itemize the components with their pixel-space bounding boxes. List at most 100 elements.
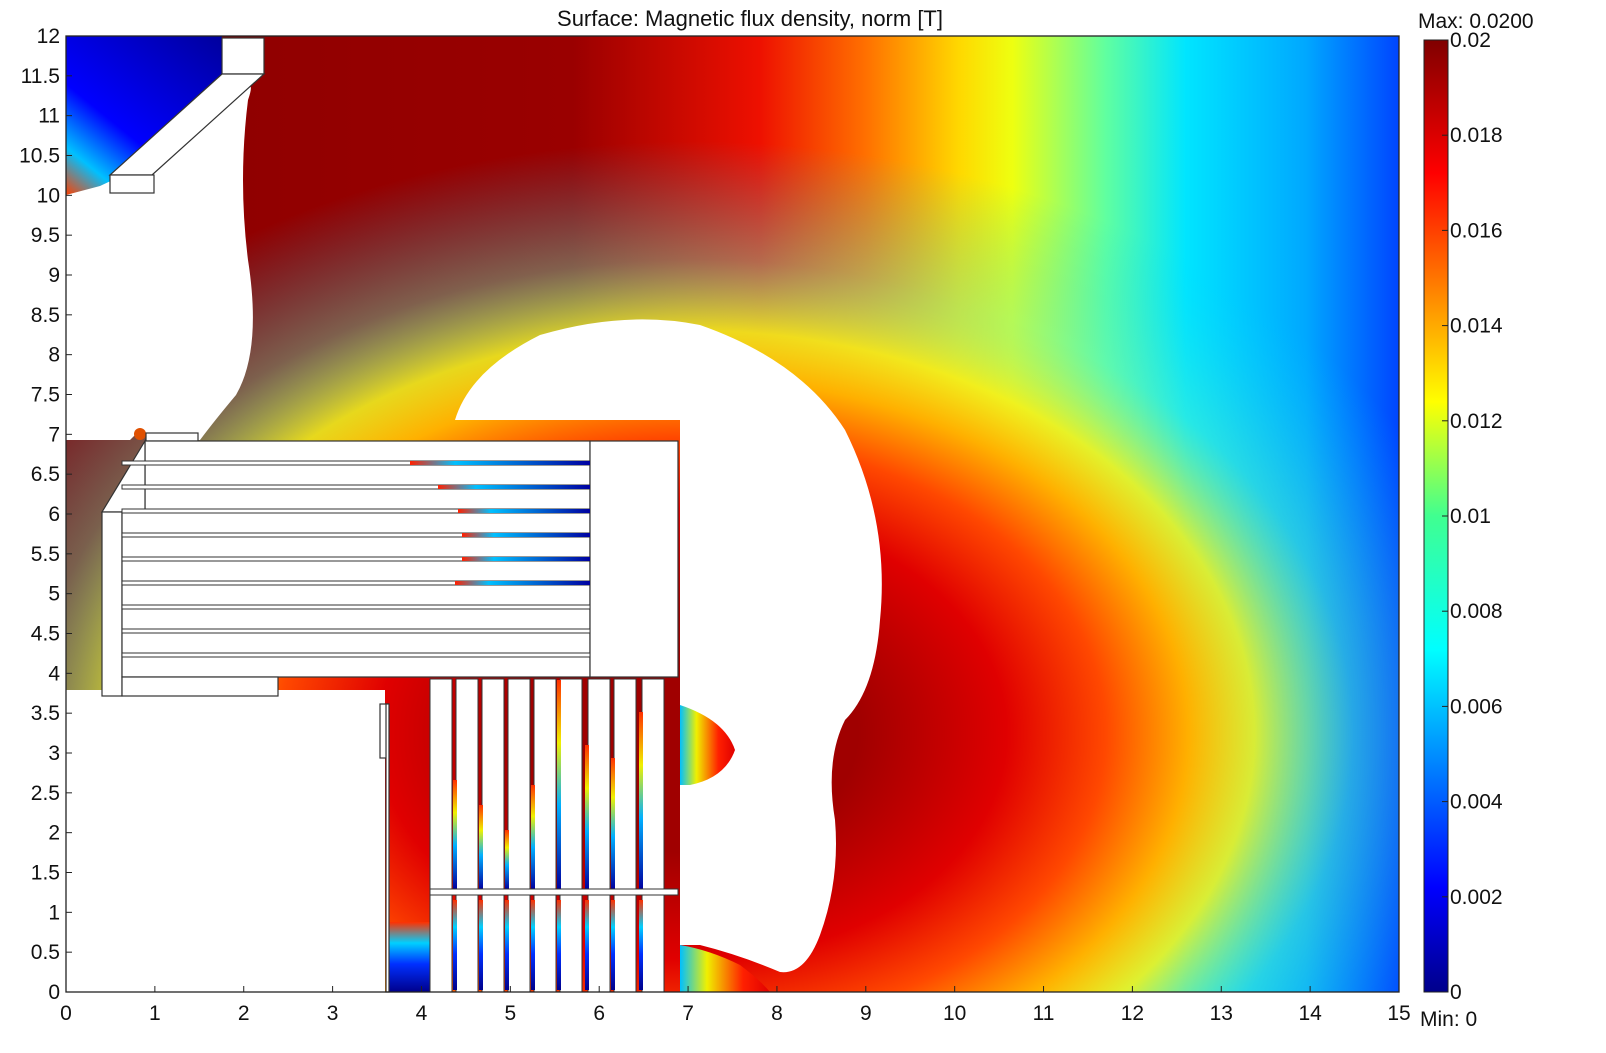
x-axis: 0 1 2 3 4 5 6 7 8 9 10 11 12 13 14 15 xyxy=(60,986,1411,1025)
void-left xyxy=(66,85,253,440)
vertical-slot-field-lower xyxy=(505,900,509,990)
y-tick-label: 6 xyxy=(48,503,60,526)
y-tick-label: 3.5 xyxy=(31,702,60,725)
y-tick-label: 4.5 xyxy=(31,623,60,646)
y-tick-label: 11 xyxy=(38,105,60,128)
y-tick-label: 11.5 xyxy=(21,65,60,88)
vertical-slot-field-lower xyxy=(453,900,457,990)
y-tick-label: 9.5 xyxy=(31,224,60,247)
horizontal-slot xyxy=(121,628,591,634)
y-tick-label: 10.5 xyxy=(19,145,60,168)
vertical-slot-upper xyxy=(429,678,453,890)
horizontal-slot xyxy=(121,604,591,610)
vertical-slot-lower xyxy=(641,894,665,993)
x-tick-label: 3 xyxy=(327,1002,339,1025)
vertical-slot-upper xyxy=(481,678,505,890)
colorbar-tick-label: 0.018 xyxy=(1450,124,1503,147)
colorbar-min-label: Min: 0 xyxy=(1420,1008,1477,1031)
y-tick-label: 0 xyxy=(48,981,60,1004)
geom-tab xyxy=(145,432,199,442)
vertical-slot-field xyxy=(505,830,509,889)
vertical-slot-field-lower xyxy=(531,900,535,990)
vertical-slot-field xyxy=(639,712,643,889)
geom-end-block xyxy=(589,440,679,678)
y-tick-label: 10 xyxy=(37,184,60,207)
vertical-slot-field-lower xyxy=(557,900,561,990)
vertical-slot-lower xyxy=(613,894,637,993)
colorbar-tick-label: 0.016 xyxy=(1450,219,1503,242)
colorbar-tick-label: 0 xyxy=(1450,981,1462,1004)
colorbar-tick-label: 0.002 xyxy=(1450,886,1503,909)
vertical-slot-lower xyxy=(481,894,505,993)
x-tick-label: 11 xyxy=(1033,1002,1055,1025)
y-tick-label: 0.5 xyxy=(31,941,60,964)
y-tick-label: 1.5 xyxy=(31,862,60,885)
vertical-slot-upper xyxy=(587,678,611,890)
x-tick-label: 1 xyxy=(149,1002,161,1025)
vertical-slot-upper xyxy=(533,678,557,890)
x-tick-label: 10 xyxy=(943,1002,966,1025)
geom-upper-comb xyxy=(144,440,591,514)
y-tick-label: 4 xyxy=(48,662,60,685)
chart-title: Surface: Magnetic flux density, norm [T] xyxy=(557,6,943,31)
y-tick-label: 6.5 xyxy=(31,463,60,486)
colorbar-ticks: 0 0.002 0.004 0.006 0.008 0.01 0.012 0.014 0.016… xyxy=(1442,29,1503,1004)
geom-block-top xyxy=(221,37,265,75)
vertical-slot-lower xyxy=(429,894,453,993)
vertical-slot-field-lower xyxy=(611,900,615,990)
geom-lower-comb xyxy=(121,511,591,678)
colorbar-tick-label: 0.012 xyxy=(1450,410,1503,433)
void-core xyxy=(455,319,882,973)
field-pocket-bottom xyxy=(388,922,430,992)
vertical-slot-field-lower xyxy=(585,900,589,990)
horizontal-slot-field xyxy=(438,485,590,489)
vertical-slot-upper xyxy=(613,678,637,890)
y-tick-label: 5 xyxy=(48,583,60,606)
colorbar-tick-label: 0.014 xyxy=(1450,315,1503,338)
y-axis: 00.511.522.533.544.555.566.577.588.599.5… xyxy=(19,25,72,1004)
field-spot xyxy=(134,428,146,440)
horizontal-slots xyxy=(121,460,591,658)
x-tick-label: 9 xyxy=(860,1002,872,1025)
vertical-slot-field-lower xyxy=(639,900,643,990)
colorbar-tick-label: 0.008 xyxy=(1450,600,1503,623)
vertical-slot-field xyxy=(557,680,561,889)
y-tick-label: 1 xyxy=(48,901,60,924)
x-tick-label: 6 xyxy=(593,1002,605,1025)
colorbar-tick-label: 0.01 xyxy=(1450,505,1491,528)
y-tick-label: 5.5 xyxy=(31,543,60,566)
x-tick-label: 12 xyxy=(1121,1002,1144,1025)
vertical-slot-upper xyxy=(455,678,479,890)
horizontal-slot xyxy=(121,652,591,658)
slot-divider xyxy=(429,888,679,896)
field-pocket-lower xyxy=(680,945,770,992)
y-tick-label: 2 xyxy=(48,822,60,845)
x-tick-label: 15 xyxy=(1387,1002,1410,1025)
horizontal-slot-field xyxy=(462,533,590,537)
vertical-slot-upper xyxy=(641,678,665,890)
colorbar-tick-label: 0.004 xyxy=(1450,791,1503,814)
y-tick-label: 7 xyxy=(48,423,60,446)
field-map xyxy=(66,36,1399,992)
vertical-slot-field xyxy=(453,780,457,889)
vertical-slot-field xyxy=(479,805,483,889)
y-tick-label: 8.5 xyxy=(31,304,60,327)
horizontal-slot-field xyxy=(410,461,590,465)
geom-foot-plate xyxy=(121,676,279,697)
vertical-slot-lower xyxy=(507,894,531,993)
x-tick-label: 13 xyxy=(1210,1002,1233,1025)
vertical-slot-lower xyxy=(559,894,583,993)
low-field-region-top-left xyxy=(66,36,262,195)
vertical-slot-upper xyxy=(507,678,531,890)
vertical-slot-field xyxy=(585,745,589,889)
colorbar-tick-label: 0.006 xyxy=(1450,695,1503,718)
horizontal-slot-field xyxy=(462,557,590,561)
vertical-slot-lower xyxy=(587,894,611,993)
x-tick-label: 7 xyxy=(682,1002,694,1025)
geom-arm-foot xyxy=(109,174,155,194)
vertical-slot-field xyxy=(531,785,535,889)
x-tick-label: 2 xyxy=(238,1002,250,1025)
geom-left-post xyxy=(101,511,123,697)
horizontal-slot-field xyxy=(458,509,590,513)
